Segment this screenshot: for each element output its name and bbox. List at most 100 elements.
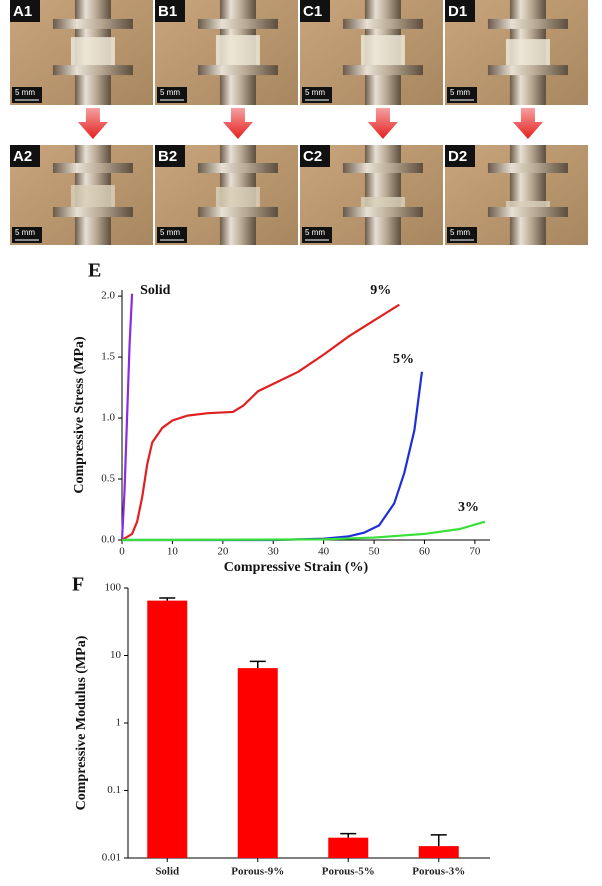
label-box	[155, 145, 185, 167]
series-line	[120, 293, 134, 541]
fixture-flange	[52, 207, 133, 217]
photo: D2 5 mm	[445, 145, 588, 245]
fixture-flange	[342, 163, 423, 173]
fixture-flange	[52, 65, 133, 76]
panel-label: F	[72, 574, 84, 596]
photo: B1 5 mm	[155, 0, 298, 139]
x-tick-label: 20	[217, 546, 229, 558]
scale-label: 5 mm	[160, 228, 180, 237]
sample	[360, 197, 405, 207]
fixture-flange	[52, 18, 133, 29]
y-tick-label: 0.01	[102, 852, 121, 864]
sample	[215, 187, 260, 207]
scale-label: 5 mm	[450, 228, 470, 237]
photo-label: D1	[448, 3, 467, 20]
photo-label: B1	[158, 3, 177, 20]
label-box	[445, 0, 475, 22]
series-label: 9%	[370, 283, 391, 298]
label-box	[445, 145, 475, 167]
fixture-flange	[487, 207, 568, 217]
scale-label: 5 mm	[15, 228, 35, 237]
y-tick-label: 100	[105, 582, 122, 594]
scale-box	[447, 87, 477, 103]
x-tick-label: 50	[369, 546, 381, 558]
scale-label: 5 mm	[305, 228, 325, 237]
error-bar	[340, 832, 357, 838]
fixture-flange	[197, 207, 278, 217]
y-tick-label: 1.5	[101, 351, 115, 363]
photo-label: B2	[158, 148, 177, 165]
fixture-flange	[197, 18, 278, 29]
y-tick-label: 2.0	[101, 290, 115, 302]
sample	[505, 201, 550, 207]
scale-box	[157, 227, 187, 243]
y-axis-title: Compressive Modulus (MPa)	[74, 635, 89, 810]
error-bar	[159, 597, 176, 601]
series-label: 3%	[458, 500, 479, 515]
bar	[147, 600, 188, 858]
photo: A1 5 mm	[10, 0, 153, 139]
label-box	[300, 145, 330, 167]
photo: C2 5 mm	[300, 145, 443, 245]
sample	[360, 35, 405, 66]
error-bar	[249, 660, 266, 669]
x-axis-title: Compressive Strain (%)	[224, 560, 369, 575]
x-tick-label: 0	[119, 546, 125, 558]
y-tick-label: 1.0	[101, 412, 115, 424]
x-tick-label: 10	[167, 546, 179, 558]
modulus-chart: F 0.01 0.1 1 10 100 Compressive Modulus (MPa) S…	[72, 574, 490, 878]
scale-label: 5 mm	[450, 88, 470, 97]
photo: B2 5 mm	[155, 145, 298, 245]
sample	[70, 37, 115, 66]
series-line	[121, 303, 400, 541]
x-tick-label: 70	[469, 546, 481, 558]
fixture-flange	[52, 163, 133, 173]
label-box	[10, 0, 40, 22]
arrow	[367, 108, 398, 139]
fixture-rod	[509, 145, 546, 245]
arrow	[222, 108, 253, 139]
photo: C1 5 mm	[300, 0, 443, 139]
y-tick-label: 1	[116, 717, 122, 729]
sample	[70, 185, 115, 207]
panel-label: E	[88, 260, 101, 282]
scale-box	[12, 87, 42, 103]
scale-box	[302, 227, 332, 243]
scale-box	[157, 87, 187, 103]
scale-box	[302, 87, 332, 103]
arrow	[77, 108, 108, 139]
sample	[505, 39, 550, 66]
bar	[328, 837, 369, 858]
photo-label: C1	[303, 3, 322, 20]
scale-label: 5 mm	[15, 88, 35, 97]
fixture-flange	[342, 207, 423, 217]
series-line	[121, 520, 486, 542]
photo: D1 5 mm	[445, 0, 588, 139]
x-tick-label: Solid	[155, 866, 179, 878]
bar	[418, 846, 459, 858]
series-line	[122, 371, 424, 542]
photo-label: A1	[13, 3, 32, 20]
series-label: 5%	[393, 352, 414, 367]
sample	[215, 35, 260, 66]
x-tick-label: Porous-5%	[322, 866, 375, 878]
label-box	[300, 0, 330, 22]
arrow	[512, 108, 543, 139]
photo: A2 5 mm	[10, 145, 153, 245]
y-tick-label: 0.5	[101, 473, 115, 485]
label-box	[10, 145, 40, 167]
error-bar	[430, 834, 447, 847]
scale-label: 5 mm	[305, 88, 325, 97]
x-tick-label: 30	[268, 546, 280, 558]
fixture-flange	[342, 18, 423, 29]
fixture-flange	[197, 163, 278, 173]
x-tick-label: 40	[318, 546, 330, 558]
photo-label: A2	[13, 148, 32, 165]
fixture-flange	[487, 65, 568, 76]
fixture-flange	[487, 163, 568, 173]
photo-label: C2	[303, 148, 322, 165]
bar	[237, 668, 278, 858]
y-tick-label: 0.0	[101, 534, 115, 546]
y-tick-label: 0.1	[107, 784, 121, 796]
